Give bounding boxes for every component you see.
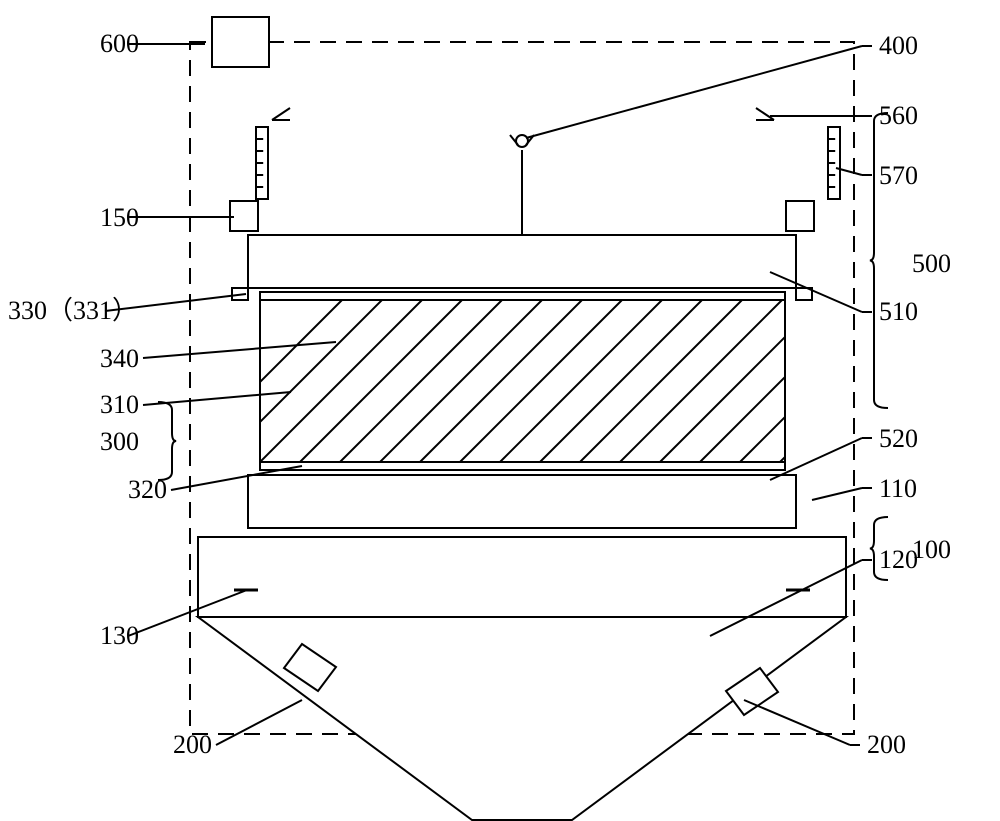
label-l340: 340 <box>100 344 139 373</box>
label-l560: 560 <box>879 101 918 130</box>
label-l110: 110 <box>879 474 917 503</box>
label-l130: 130 <box>100 621 139 650</box>
hopper-funnel <box>198 617 846 820</box>
upper-frame-510 <box>248 235 796 288</box>
lower-frame-520 <box>248 475 796 528</box>
label-l400: 400 <box>879 31 918 60</box>
label-l600: 600 <box>100 29 139 58</box>
label-l310: 310 <box>100 390 139 419</box>
brace-500 <box>870 113 888 408</box>
box-150-right <box>786 201 814 231</box>
label-l330: 330（331） <box>8 296 138 325</box>
hopper-body <box>198 537 846 617</box>
label-l300: 300 <box>100 427 139 456</box>
label-l570: 570 <box>879 161 918 190</box>
box-150-left <box>230 201 258 231</box>
hanger-ring-400 <box>516 135 528 147</box>
box-600 <box>212 17 269 67</box>
label-l120: 120 <box>879 545 918 574</box>
label-l200L: 200 <box>173 730 212 759</box>
label-l510: 510 <box>879 297 918 326</box>
label-l200R: 200 <box>867 730 906 759</box>
label-l150: 150 <box>100 203 139 232</box>
label-l320: 320 <box>128 475 167 504</box>
label-l500: 500 <box>912 249 951 278</box>
label-l520: 520 <box>879 424 918 453</box>
brace-300 <box>158 402 176 480</box>
